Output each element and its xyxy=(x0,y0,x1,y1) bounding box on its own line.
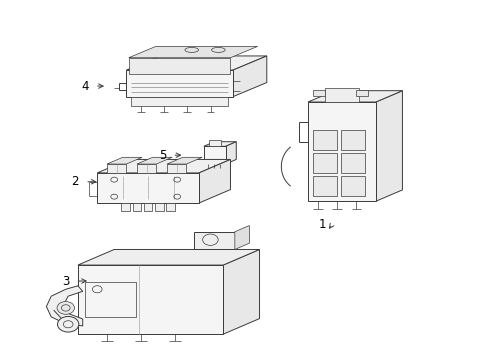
Polygon shape xyxy=(107,164,126,173)
Polygon shape xyxy=(209,140,221,146)
Polygon shape xyxy=(131,97,228,105)
Polygon shape xyxy=(223,249,260,334)
Polygon shape xyxy=(78,249,260,265)
Polygon shape xyxy=(126,56,267,70)
Polygon shape xyxy=(376,91,402,201)
Polygon shape xyxy=(204,142,236,146)
Text: 4: 4 xyxy=(81,80,89,93)
Polygon shape xyxy=(313,153,337,173)
Polygon shape xyxy=(144,203,152,211)
Circle shape xyxy=(57,302,74,314)
Polygon shape xyxy=(97,159,230,173)
Polygon shape xyxy=(204,146,225,164)
Text: 5: 5 xyxy=(159,149,166,162)
Polygon shape xyxy=(78,265,223,334)
Polygon shape xyxy=(167,157,202,164)
Polygon shape xyxy=(137,157,172,164)
Polygon shape xyxy=(235,225,249,249)
Polygon shape xyxy=(155,203,164,211)
Circle shape xyxy=(57,316,79,332)
Polygon shape xyxy=(313,130,337,150)
Polygon shape xyxy=(137,164,156,173)
Polygon shape xyxy=(341,130,365,150)
Polygon shape xyxy=(97,173,199,203)
Polygon shape xyxy=(225,142,236,164)
Polygon shape xyxy=(126,70,233,97)
Polygon shape xyxy=(308,102,376,201)
Polygon shape xyxy=(129,46,258,58)
Polygon shape xyxy=(308,91,402,102)
Text: 2: 2 xyxy=(72,175,79,188)
Polygon shape xyxy=(356,90,368,96)
Polygon shape xyxy=(325,88,359,102)
Polygon shape xyxy=(194,232,235,249)
Polygon shape xyxy=(341,153,365,173)
Polygon shape xyxy=(107,157,142,164)
Polygon shape xyxy=(133,203,141,211)
Polygon shape xyxy=(166,203,175,211)
Polygon shape xyxy=(167,164,186,173)
Polygon shape xyxy=(129,58,230,74)
Polygon shape xyxy=(233,56,267,97)
Polygon shape xyxy=(341,176,365,196)
Polygon shape xyxy=(47,286,83,326)
Polygon shape xyxy=(199,159,230,203)
Text: 3: 3 xyxy=(62,275,69,288)
Polygon shape xyxy=(122,203,130,211)
Polygon shape xyxy=(313,176,337,196)
Text: 1: 1 xyxy=(318,218,326,231)
Polygon shape xyxy=(313,90,325,96)
